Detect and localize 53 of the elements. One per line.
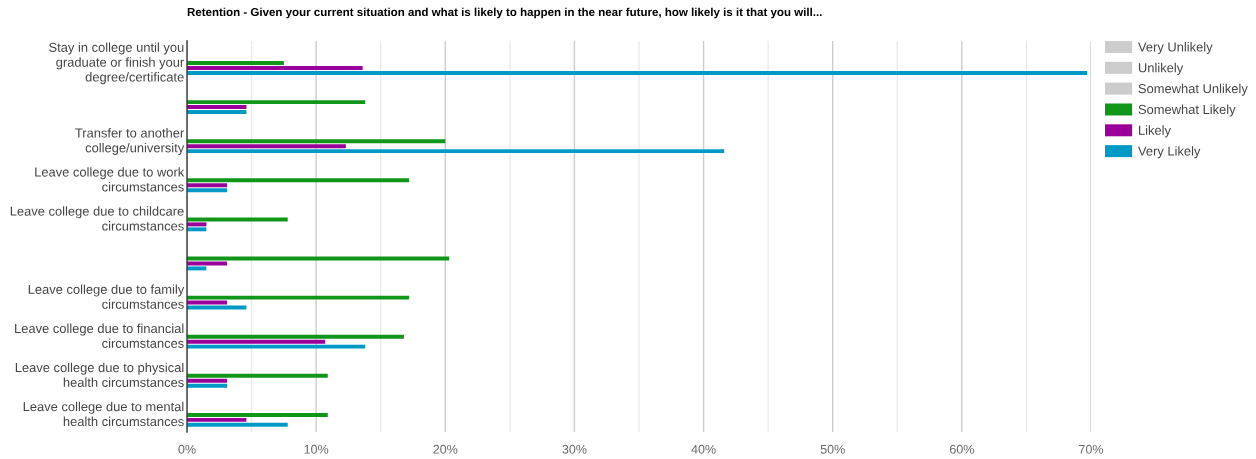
bar — [187, 261, 228, 266]
bar — [187, 383, 228, 388]
y-tick-label: Leave college due to mental health circumstances — [23, 401, 184, 427]
legend-label: Very Unlikely — [1138, 42, 1213, 55]
legend-label: Very Likely — [1138, 146, 1201, 159]
bar — [187, 144, 346, 149]
bar — [187, 217, 288, 222]
bar — [187, 178, 410, 183]
bar — [187, 422, 288, 427]
legend-label: Somewhat Unlikely — [1138, 83, 1248, 96]
bar — [187, 100, 366, 105]
bar — [187, 222, 207, 227]
y-tick-label: Transfer to another college/university — [75, 128, 185, 155]
bar — [187, 139, 446, 144]
x-tick-label: 60% — [949, 444, 974, 454]
x-tick-label: 40% — [691, 444, 716, 454]
bar — [187, 295, 410, 300]
legend-label: Somewhat Likely — [1138, 104, 1236, 117]
bar — [187, 256, 450, 261]
bar — [187, 344, 366, 349]
x-tick-label: 0% — [178, 444, 196, 454]
legend-label: Unlikely — [1138, 62, 1184, 75]
bar — [187, 183, 228, 188]
bar — [187, 339, 326, 344]
x-tick-label: 70% — [1079, 444, 1104, 454]
y-tick-label: Leave college due to childcare circumstances — [10, 206, 184, 231]
bar — [187, 61, 284, 66]
y-tick-label: Leave college due to financial circumstances — [15, 323, 184, 348]
bar — [187, 70, 1088, 75]
y-tick-label: Leave college due to physical health circumstances — [15, 362, 184, 387]
bar — [187, 417, 247, 422]
bar — [187, 66, 363, 70]
x-tick-label: 30% — [562, 444, 587, 454]
bar — [187, 412, 328, 417]
bar — [187, 378, 228, 383]
bar — [187, 305, 247, 310]
bar — [187, 334, 404, 339]
bar — [187, 266, 207, 271]
bar — [187, 105, 247, 110]
x-tick-label: 10% — [304, 444, 329, 454]
bar — [187, 149, 725, 154]
bar — [187, 110, 247, 115]
bar — [187, 300, 228, 305]
bar — [187, 188, 228, 193]
legend-label: Likely — [1139, 125, 1171, 138]
y-tick-label: Leave college due to family circumstances — [28, 284, 185, 309]
bar — [187, 227, 207, 232]
bar — [187, 373, 328, 378]
x-tick-label: 20% — [433, 444, 458, 454]
y-tick-label: Stay in college until you graduate or finish your degree/certificate — [49, 42, 185, 85]
chart-title: Retention - Given your current situation and what is likely to happen in the near future, how likely is it that you will... — [187, 7, 822, 19]
y-tick-label: Leave college due to work circumstances — [35, 167, 185, 192]
x-tick-label: 50% — [820, 444, 845, 454]
